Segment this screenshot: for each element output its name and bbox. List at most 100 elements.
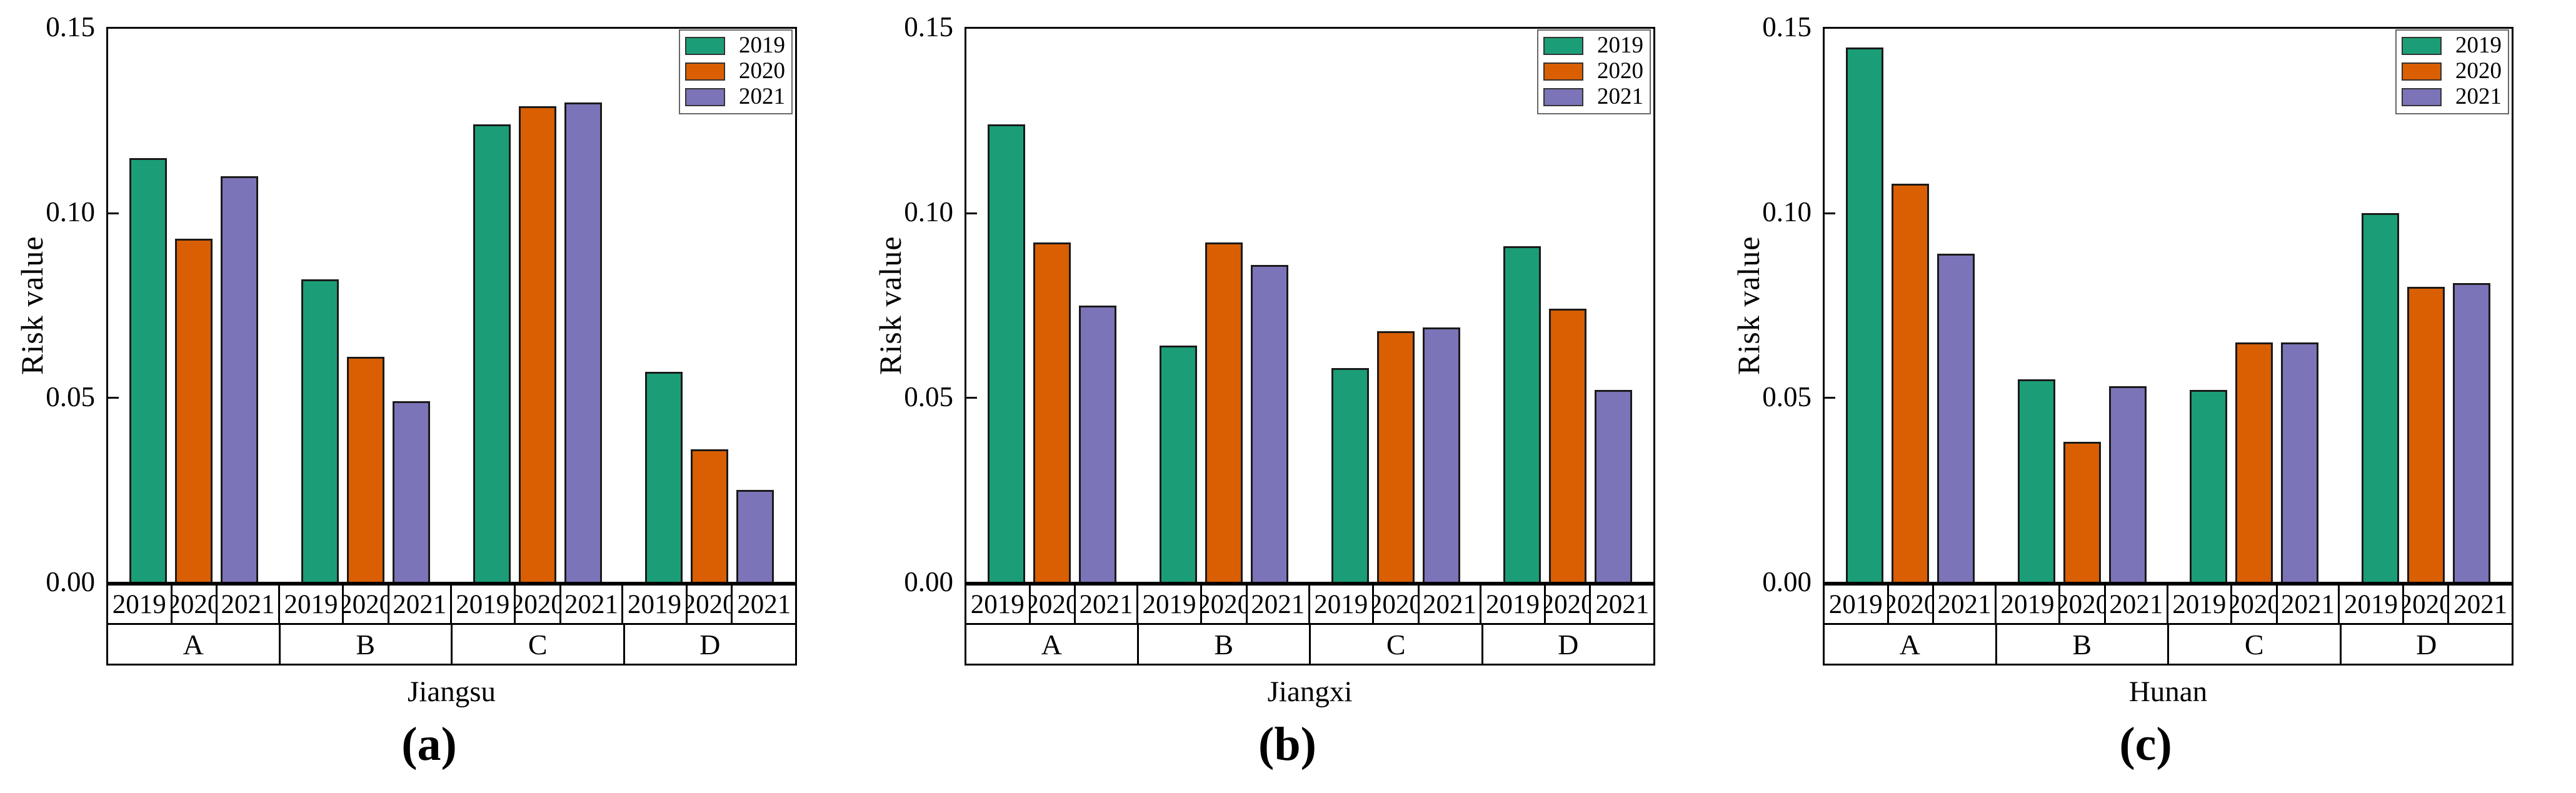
bar-2020-B <box>347 357 385 582</box>
category-cell-D: D <box>1558 628 1579 661</box>
legend-item: 2021 <box>685 85 785 109</box>
category-cell-B: B <box>1997 625 2169 664</box>
x-axis-title: Jiangxi <box>1267 676 1353 708</box>
legend-item: 2019 <box>2402 34 2502 57</box>
legend-label: 2019 <box>739 32 785 58</box>
y-axis-label: Risk value <box>873 236 908 375</box>
y-tick-label: 0.00 <box>904 566 953 597</box>
category-cell-C: C <box>453 625 625 664</box>
panel-a: Risk value 0.00 0.05 0.10 0.15 2019 2020 2021 20… <box>0 0 858 793</box>
legend-item: 2020 <box>1543 59 1643 83</box>
x-axis-table: 2019202020212019202020212019202020212019… <box>106 584 797 666</box>
year-cell-A-2021: 2021 <box>1934 586 1997 623</box>
bar-2021-B <box>1251 264 1289 582</box>
bar-2020-A <box>1033 242 1071 582</box>
plot-inner-area: 2019 2020 2021 <box>108 29 795 582</box>
year-cell-B-2021: 2021 <box>389 586 452 623</box>
year-cell-C-2019: 2019 <box>452 586 516 623</box>
y-tick-mark <box>1825 212 1835 214</box>
y-tick-mark <box>108 212 119 214</box>
year-cell-D-2019: 2019 <box>1481 586 1546 623</box>
legend-swatch-2021 <box>685 87 725 106</box>
bar-2020-B <box>2063 441 2102 582</box>
bar-2020-A <box>175 239 213 582</box>
panel-caption-b: (b) <box>1258 718 1316 771</box>
year-cell-C-2019: 2019 <box>1310 586 1375 623</box>
y-tick-label: 0.10 <box>1762 196 1812 227</box>
legend-label: 2019 <box>1597 32 1643 58</box>
year-cell-A-2020: 2020 <box>1889 586 1935 623</box>
legend-item: 2019 <box>685 34 785 57</box>
bar-2021-B <box>393 401 431 582</box>
legend-swatch-2020 <box>685 62 725 81</box>
y-tick-mark <box>1825 396 1835 399</box>
bar-2021-D <box>736 489 774 582</box>
bar-2021-D <box>1594 390 1632 582</box>
legend: 2019 2020 2021 <box>1537 29 1651 114</box>
bar-2021-C <box>2280 342 2318 582</box>
bar-2019-D <box>2361 213 2399 582</box>
category-cell-D: D <box>699 628 721 661</box>
bar-2020-C <box>1376 331 1415 582</box>
year-cell-D-2021: 2021 <box>2453 589 2508 619</box>
category-cell-C: C <box>2169 625 2342 664</box>
legend-label: 2021 <box>739 84 785 109</box>
legend-label: 2020 <box>739 58 785 84</box>
y-axis-label: Risk value <box>1731 236 1766 375</box>
legend-label: 2020 <box>1597 58 1643 84</box>
category-cell-A: A <box>966 625 1139 664</box>
bar-2021-C <box>1422 327 1460 582</box>
bar-2021-A <box>221 176 259 582</box>
panel-caption-c: (c) <box>2119 718 2172 771</box>
bar-2020-D <box>2407 287 2445 582</box>
bar-2019-D <box>1503 246 1541 582</box>
plot-inner-area: 2019 2020 2021 <box>1825 29 2512 582</box>
legend-swatch-2021 <box>2402 87 2442 106</box>
bar-2019-D <box>644 371 683 582</box>
bar-2019-C <box>1331 367 1369 582</box>
category-cell-A: A <box>108 625 281 664</box>
year-row: 2019202020212019202020212019202020212019… <box>108 586 795 625</box>
legend-label: 2019 <box>2455 32 2502 58</box>
year-cell-C-2020: 2020 <box>2232 586 2278 623</box>
year-cell-A-2020: 2020 <box>173 586 218 623</box>
x-axis-table: 2019202020212019202020212019202020212019… <box>965 584 1655 666</box>
bar-2020-D <box>690 449 728 582</box>
y-tick-label: 0.10 <box>904 196 953 227</box>
year-cell-B-2021: 2021 <box>2106 586 2168 623</box>
plot-area: 2019 2020 2021 <box>1823 27 2513 584</box>
legend-swatch-2020 <box>1543 62 1583 81</box>
year-cell-C-2021: 2021 <box>561 586 624 623</box>
bar-2019-A <box>1846 47 1884 582</box>
year-cell-A-2019: 2019 <box>108 586 173 623</box>
year-cell-C-2019: 2019 <box>2168 586 2233 623</box>
year-cell-B-2019: 2019 <box>280 586 344 623</box>
y-tick-label: 0.10 <box>46 196 95 227</box>
year-cell-D-2020: 2020 <box>1546 586 1591 623</box>
y-tick-mark <box>966 396 977 399</box>
year-cell-D-2020: 2020 <box>2404 586 2450 623</box>
panel-b: Risk value 0.00 0.05 0.10 0.15 2019 2020 2021 20… <box>858 0 1716 793</box>
category-cell-B: B <box>281 625 453 664</box>
year-cell-A-2021: 2021 <box>1076 586 1138 623</box>
bar-2019-C <box>2189 390 2227 582</box>
legend-swatch-2019 <box>2402 36 2442 55</box>
bar-2019-A <box>988 124 1026 582</box>
plot-area: 2019 2020 2021 <box>106 27 797 584</box>
bar-2019-B <box>2018 379 2056 582</box>
year-cell-B-2020: 2020 <box>344 586 389 623</box>
y-tick-label: 0.15 <box>904 11 953 42</box>
bar-2020-C <box>2235 342 2273 582</box>
year-cell-B-2019: 2019 <box>1138 586 1203 623</box>
year-cell-B-2021: 2021 <box>1248 586 1310 623</box>
legend-swatch-2020 <box>2402 62 2442 81</box>
bar-2019-C <box>473 124 511 582</box>
bar-2019-A <box>129 157 168 582</box>
legend-item: 2020 <box>2402 59 2502 83</box>
y-tick-label: 0.05 <box>46 381 95 412</box>
y-tick-label: 0.15 <box>1762 11 1812 42</box>
bar-2019-B <box>1160 346 1198 582</box>
